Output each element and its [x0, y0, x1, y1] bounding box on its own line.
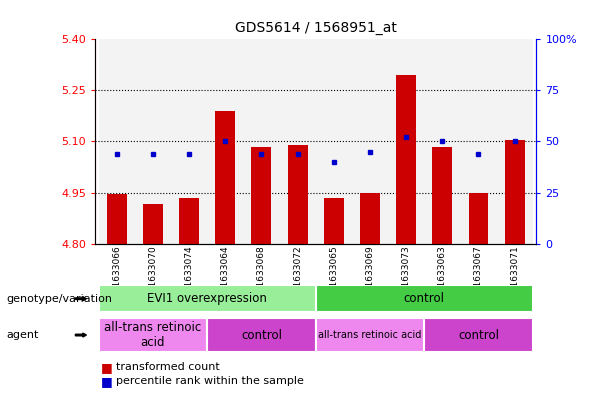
Bar: [135, 39, 171, 244]
Text: all-trans retinoic
acid: all-trans retinoic acid: [104, 321, 202, 349]
Bar: [251, 147, 272, 244]
Bar: [316, 39, 352, 244]
Bar: [316, 285, 533, 312]
Bar: [143, 204, 163, 244]
Bar: [352, 39, 388, 244]
Text: control: control: [404, 292, 444, 305]
Text: control: control: [241, 329, 282, 342]
Bar: [424, 39, 460, 244]
Bar: [207, 39, 243, 244]
Bar: [360, 193, 380, 244]
Bar: [504, 140, 525, 244]
Text: genotype/variation: genotype/variation: [6, 294, 112, 304]
Text: EVI1 overexpression: EVI1 overexpression: [147, 292, 267, 305]
Text: control: control: [458, 329, 499, 342]
Bar: [468, 193, 489, 244]
Bar: [107, 194, 127, 244]
Bar: [460, 39, 497, 244]
Bar: [497, 39, 533, 244]
Text: ■: ■: [101, 375, 113, 388]
Bar: [424, 318, 533, 352]
Bar: [99, 285, 316, 312]
Text: agent: agent: [6, 330, 39, 340]
Bar: [179, 198, 199, 244]
Text: transformed count: transformed count: [116, 362, 220, 373]
Bar: [215, 111, 235, 244]
Bar: [287, 145, 308, 244]
Bar: [388, 39, 424, 244]
Bar: [99, 39, 135, 244]
Bar: [280, 39, 316, 244]
Text: all-trans retinoic acid: all-trans retinoic acid: [318, 330, 422, 340]
Bar: [171, 39, 207, 244]
Text: percentile rank within the sample: percentile rank within the sample: [116, 376, 304, 386]
Bar: [324, 198, 344, 244]
Bar: [432, 147, 452, 244]
Title: GDS5614 / 1568951_at: GDS5614 / 1568951_at: [235, 22, 397, 35]
Bar: [243, 39, 280, 244]
Text: ■: ■: [101, 361, 113, 374]
Bar: [99, 318, 207, 352]
Bar: [316, 318, 424, 352]
Bar: [396, 75, 416, 244]
Bar: [207, 318, 316, 352]
